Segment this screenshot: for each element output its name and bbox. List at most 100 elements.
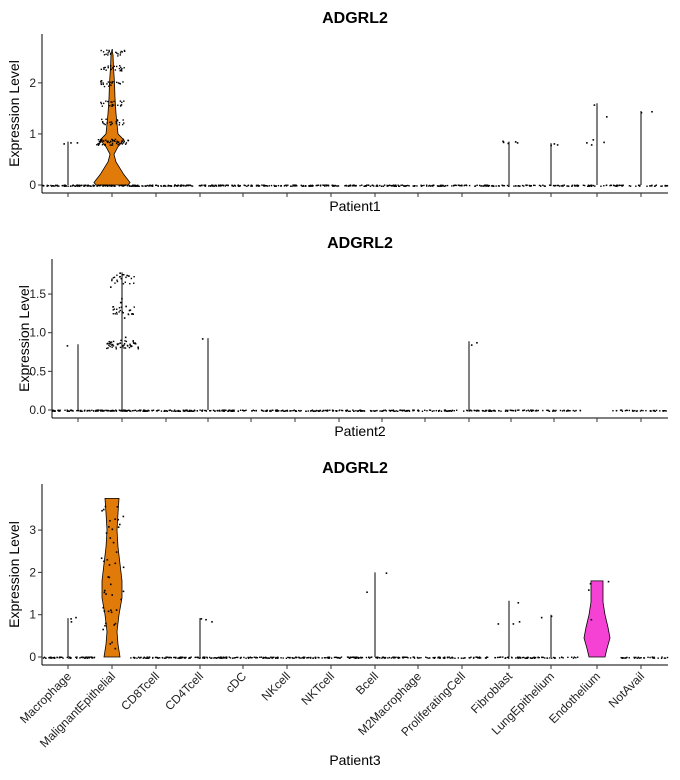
cell-point <box>636 657 638 659</box>
cell-point <box>103 589 106 592</box>
cell-point <box>107 610 110 613</box>
cell-point <box>129 344 131 346</box>
cell-point <box>660 657 663 659</box>
cell-point <box>42 184 44 187</box>
cell-point <box>124 347 127 349</box>
cell-point <box>63 143 65 145</box>
cell-point <box>655 184 657 186</box>
cell-point <box>353 184 355 186</box>
cell-point <box>447 656 449 659</box>
cell-point <box>120 339 122 342</box>
cell-point <box>566 185 568 187</box>
cell-point <box>651 184 653 187</box>
cell-point <box>318 657 320 659</box>
cell-point <box>76 409 78 412</box>
cell-point <box>579 410 582 412</box>
cell-point <box>272 409 274 412</box>
cell-point <box>311 185 313 187</box>
cell-point <box>325 184 328 186</box>
cell-point <box>134 185 137 187</box>
cell-point <box>390 185 393 187</box>
cell-point <box>113 308 116 310</box>
cell-point <box>638 184 640 187</box>
cell-point <box>517 656 519 658</box>
cell-point <box>107 54 109 56</box>
cell-point <box>123 343 126 345</box>
cell-point <box>68 657 70 659</box>
cell-point <box>122 138 125 141</box>
cell-point <box>102 628 104 631</box>
cell-point <box>83 185 85 187</box>
cell-point <box>108 344 110 347</box>
cell-point <box>665 410 667 412</box>
cell-point <box>120 141 123 143</box>
cell-point <box>146 184 149 187</box>
cell-point <box>231 657 234 659</box>
cell-point <box>277 184 280 187</box>
cell-point <box>285 657 288 659</box>
cell-point <box>380 185 383 187</box>
cell-point <box>221 184 224 186</box>
cell-point <box>264 410 267 412</box>
cell-point <box>105 118 107 120</box>
cell-point <box>273 184 275 187</box>
cell-point <box>266 185 268 187</box>
cell-point <box>127 345 129 347</box>
cell-point <box>640 111 643 114</box>
cell-point <box>84 409 86 411</box>
cell-point <box>106 343 108 345</box>
cell-point <box>100 49 102 52</box>
cell-point <box>121 68 123 70</box>
cell-point <box>149 185 151 187</box>
cell-point <box>102 508 105 511</box>
cell-point <box>111 144 114 146</box>
cell-point <box>102 185 104 187</box>
cell-point <box>195 656 197 659</box>
cell-point <box>109 519 111 522</box>
cell-point <box>319 185 322 187</box>
cell-point <box>451 657 453 659</box>
y-tick-label: 0.0 <box>29 403 46 417</box>
cell-point <box>592 184 595 187</box>
cell-point <box>222 410 225 412</box>
cell-point <box>470 344 473 346</box>
cell-point <box>312 185 314 187</box>
cell-point <box>93 410 95 412</box>
cell-point <box>162 657 164 659</box>
cell-point <box>524 657 526 659</box>
cell-point <box>237 656 239 659</box>
cell-point <box>121 143 123 145</box>
cell-point <box>298 657 301 659</box>
cell-point <box>341 409 344 412</box>
cell-point <box>666 185 669 187</box>
cell-point <box>366 184 368 186</box>
cell-point <box>102 410 104 412</box>
cell-point <box>497 185 500 187</box>
cell-point <box>165 185 167 187</box>
cell-point <box>402 657 404 659</box>
cell-point <box>220 656 223 658</box>
cell-point <box>226 184 228 186</box>
cell-point <box>517 185 520 187</box>
cell-point <box>132 313 134 315</box>
cell-point <box>111 49 113 51</box>
cell-point <box>111 409 114 412</box>
cell-point <box>123 140 125 143</box>
cell-point <box>140 409 142 411</box>
cell-point <box>183 656 186 659</box>
cell-point <box>106 140 108 143</box>
cell-point <box>554 657 556 659</box>
cell-point <box>110 140 112 143</box>
cell-point <box>104 66 106 69</box>
cell-point <box>459 184 462 187</box>
cell-point <box>554 410 556 412</box>
cell-point <box>49 657 51 659</box>
cell-point <box>100 410 102 412</box>
cell-point <box>167 656 169 658</box>
cell-point <box>609 184 612 186</box>
cell-point <box>148 656 151 658</box>
cell-point <box>382 656 385 658</box>
cell-point <box>300 657 302 659</box>
cell-point <box>70 618 72 620</box>
cell-point <box>127 313 130 315</box>
